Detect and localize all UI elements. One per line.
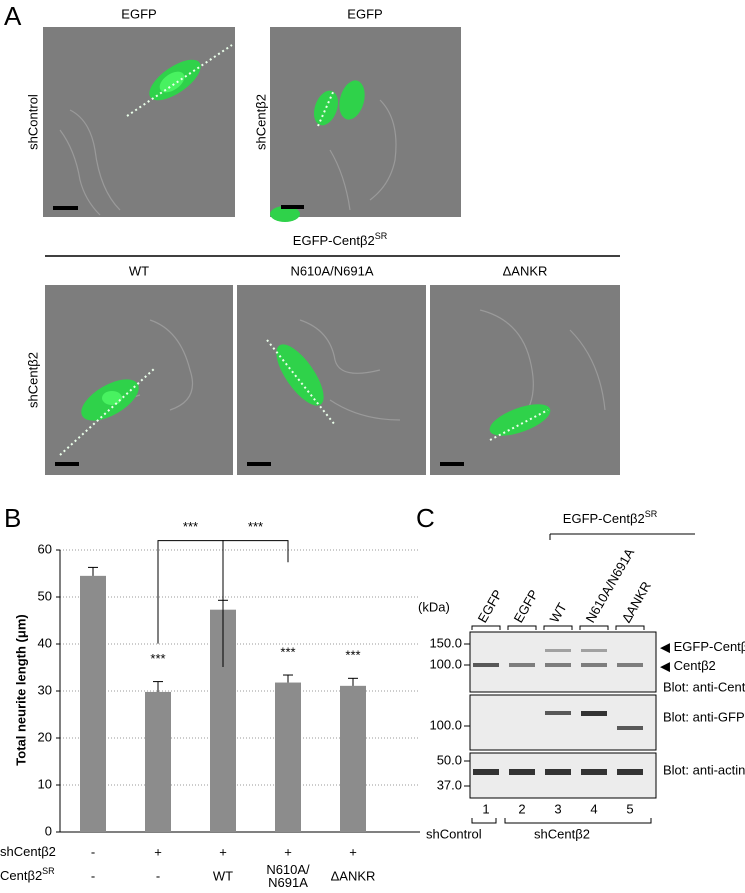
- condition-value: -: [156, 868, 160, 883]
- lane-bracket: [471, 625, 501, 630]
- header: EGFP-Centβ2SR: [293, 231, 388, 248]
- blot-label: Blot: anti-Centβ2: [663, 679, 745, 694]
- bracket-label: ***: [248, 519, 263, 534]
- condition-value: -: [91, 844, 95, 859]
- row-label: shControl: [25, 94, 40, 150]
- condition-value: WT: [213, 868, 233, 883]
- y-tick-label: 10: [38, 776, 52, 791]
- superscript: SR: [375, 231, 388, 241]
- header-text: EGFP-Centβ2: [563, 511, 645, 526]
- blot: [469, 694, 657, 751]
- lane-number: 4: [590, 801, 597, 816]
- lane-bracket: [543, 625, 573, 630]
- condition-value: +: [349, 844, 357, 859]
- bar: [145, 691, 171, 832]
- significance: ***: [345, 648, 360, 663]
- lane-label: ΔANKR: [619, 579, 654, 625]
- row-label: shCentβ2: [25, 352, 40, 408]
- column-label: WT: [129, 263, 149, 278]
- y-axis-label: Total neurite length (μm): [13, 614, 28, 765]
- bar: [80, 575, 106, 832]
- micrograph: [43, 27, 235, 217]
- y-tick-label: 0: [45, 823, 52, 838]
- micrograph: [237, 285, 426, 475]
- condition-value: +: [219, 844, 227, 859]
- row-label: shCentβ2: [253, 94, 268, 150]
- band-label: ◀ Centβ2: [660, 658, 716, 673]
- lane-label: EGFP: [511, 587, 542, 625]
- condition-text: shCentβ2: [0, 844, 56, 859]
- group-label: shControl: [426, 826, 482, 841]
- panel-label: B: [4, 503, 21, 533]
- condition-value: -: [91, 868, 95, 883]
- micrograph: [45, 285, 233, 475]
- blot-label: Blot: anti-actin: [663, 762, 745, 777]
- marker-label: 50.0: [437, 752, 462, 767]
- y-tick-label: 30: [38, 682, 52, 697]
- bands: [473, 649, 643, 775]
- blot: [469, 631, 657, 693]
- bracket: [222, 540, 289, 668]
- image-title: EGFP: [347, 6, 382, 21]
- condition-value: N610A/: [266, 862, 310, 877]
- micrograph: [270, 27, 461, 222]
- marker-label: 100.0: [429, 656, 462, 671]
- y-tick-label: 40: [38, 635, 52, 650]
- lane-label: WT: [547, 600, 570, 625]
- band-text: Centβ2: [674, 658, 716, 673]
- group-bracket: [471, 818, 652, 824]
- bar-chart: 0 10 20 30 40 50 60 *** *** *** *** *** shCentβ2 - + + +…: [0, 519, 420, 890]
- lane-number: 2: [518, 801, 525, 816]
- marker-label: 100.0: [429, 717, 462, 732]
- y-tick-label: 20: [38, 729, 52, 744]
- micrograph: [430, 285, 620, 475]
- condition-value: ΔANKR: [331, 868, 376, 883]
- lane-bracket: [615, 625, 645, 630]
- condition-value: +: [284, 844, 292, 859]
- bar: [275, 682, 301, 832]
- significance: ***: [150, 651, 165, 666]
- y-tick-label: 60: [38, 541, 52, 556]
- bracket-label: ***: [183, 519, 198, 534]
- lane-bracket: [579, 625, 609, 630]
- lane-number: 1: [482, 801, 489, 816]
- lane-bracket: [507, 625, 537, 630]
- superscript: SR: [645, 509, 658, 519]
- blot-label: Blot: anti-GFP: [663, 709, 745, 724]
- lane-label: EGFP: [475, 587, 506, 625]
- lane-number: 3: [554, 801, 561, 816]
- significance: ***: [280, 644, 295, 659]
- bar: [340, 685, 366, 832]
- header: EGFP-Centβ2SR: [563, 509, 658, 526]
- header-text: EGFP-Centβ2: [293, 233, 375, 248]
- panel-label: A: [4, 1, 22, 31]
- band-text: EGFP-Centβ2: [674, 639, 745, 654]
- band-label: ◀ EGFP-Centβ2SR: [660, 639, 745, 654]
- image-title: EGFP: [121, 6, 156, 21]
- condition-value: N691A: [268, 875, 308, 890]
- y-tick-label: 50: [38, 588, 52, 603]
- condition-label: shCentβ2: [0, 844, 56, 859]
- marker-label: 150.0: [429, 635, 462, 650]
- column-label: ΔANKR: [503, 263, 548, 278]
- panel-label: C: [416, 503, 435, 533]
- condition-value: +: [154, 844, 162, 859]
- kda-label: (kDa): [418, 599, 450, 614]
- condition-text: Centβ2: [0, 868, 42, 883]
- group-label: shCentβ2: [534, 826, 590, 841]
- marker-label: 37.0: [437, 777, 462, 792]
- lane-number: 5: [626, 801, 633, 816]
- blot: [469, 752, 657, 799]
- superscript: SR: [42, 866, 55, 876]
- column-label: N610A/N691A: [290, 263, 373, 278]
- condition-label: Centβ2SR: [0, 866, 55, 883]
